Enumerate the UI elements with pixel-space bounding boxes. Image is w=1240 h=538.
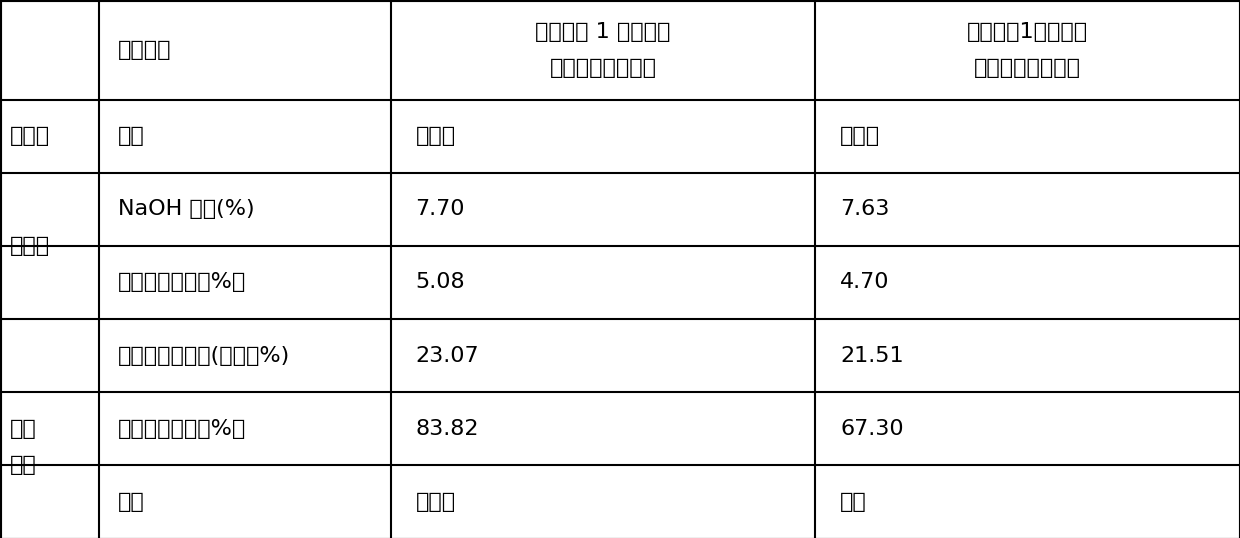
Text: 提取液: 提取液 [10,126,50,146]
Text: 淡黄色: 淡黄色 [415,492,455,512]
Text: 黑褐色: 黑褐色 [841,126,880,146]
Text: 7.63: 7.63 [841,199,889,220]
Text: 23.07: 23.07 [415,345,479,366]
Text: 5.08: 5.08 [415,272,465,293]
Text: 67.30: 67.30 [841,419,904,439]
Text: 提取液: 提取液 [10,236,50,256]
Text: 处理后的蔗渣纤维: 处理后的蔗渣纤维 [975,58,1081,77]
Text: 21.51: 21.51 [841,345,904,366]
Text: 褐色: 褐色 [841,492,867,512]
Text: 色泽: 色泽 [118,492,145,512]
Text: 粉末: 粉末 [10,419,37,439]
Text: 粉末: 粉末 [10,455,37,476]
Text: 对比项目: 对比项目 [118,40,171,60]
Text: 色泽: 色泽 [118,126,145,146]
Text: 处理后的蔗渣纤维: 处理后的蔗渣纤维 [549,58,656,77]
Text: 7.70: 7.70 [415,199,465,220]
Text: 4.70: 4.70 [841,272,889,293]
Text: 83.82: 83.82 [415,419,479,439]
Text: NaOH 浓度(%): NaOH 浓度(%) [118,199,254,220]
Text: 半纤维素提取率(对原料%): 半纤维素提取率(对原料%) [118,345,290,366]
Text: 半纤维素纯度（%）: 半纤维素纯度（%） [118,419,246,439]
Text: 半纤维素浓度（%）: 半纤维素浓度（%） [118,272,246,293]
Text: 茶褐色: 茶褐色 [415,126,455,146]
Text: 按实施例 1 所述方法: 按实施例 1 所述方法 [536,22,671,42]
Text: 按对比例1所述方法: 按对比例1所述方法 [967,22,1089,42]
